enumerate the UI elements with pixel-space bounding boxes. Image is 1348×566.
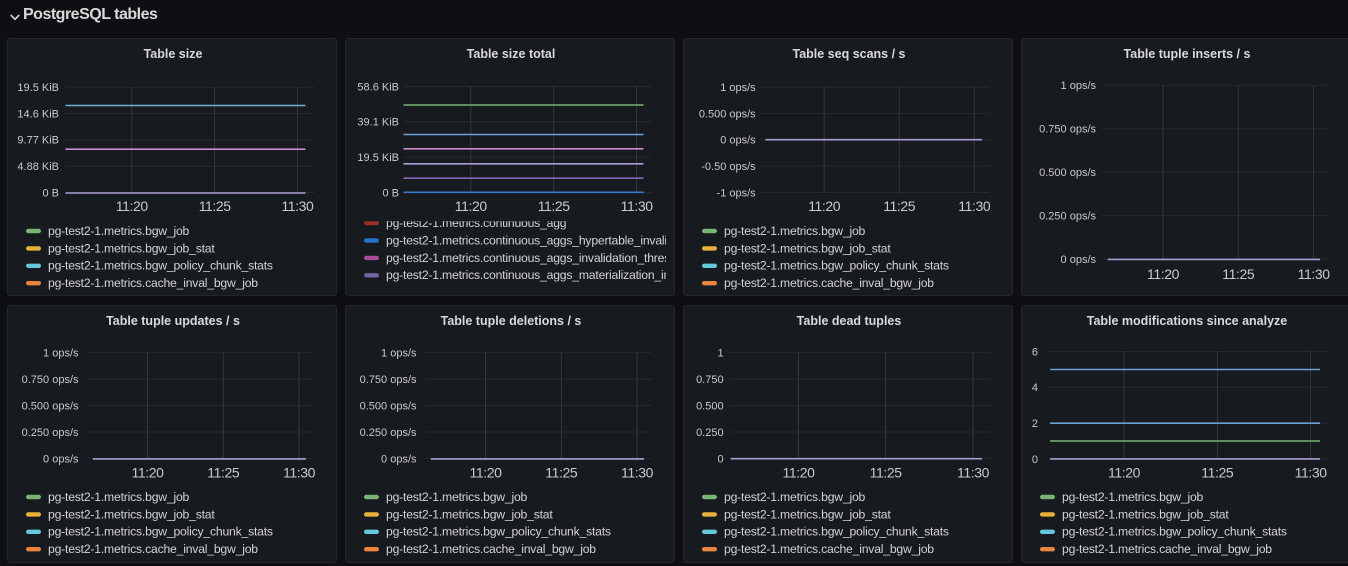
svg-text:0 ops/s: 0 ops/s xyxy=(381,453,417,465)
svg-text:0.750 ops/s: 0.750 ops/s xyxy=(1039,124,1096,136)
svg-text:4: 4 xyxy=(1032,382,1038,394)
svg-text:0.500 ops/s: 0.500 ops/s xyxy=(22,400,79,412)
svg-text:9.77 KiB: 9.77 KiB xyxy=(17,135,59,147)
svg-text:Table modifications since anal: Table modifications since analyze xyxy=(1087,314,1288,328)
svg-text:pg-test2-1.metrics.continuous_: pg-test2-1.metrics.continuous_aggs_hyper… xyxy=(386,233,675,247)
svg-text:-0.50 ops/s: -0.50 ops/s xyxy=(701,161,756,173)
svg-text:0.750: 0.750 xyxy=(696,374,724,386)
svg-text:Table tuple deletions / s: Table tuple deletions / s xyxy=(441,314,582,328)
svg-text:11:30: 11:30 xyxy=(281,198,314,214)
svg-text:Table size: Table size xyxy=(144,47,203,61)
svg-text:11:30: 11:30 xyxy=(1295,465,1328,481)
svg-text:pg-test2-1.metrics.cache_inval: pg-test2-1.metrics.cache_inval_bgw_job xyxy=(1062,542,1272,556)
svg-text:11:25: 11:25 xyxy=(870,465,903,481)
svg-text:Table dead tuples: Table dead tuples xyxy=(797,314,902,328)
svg-text:pg-test2-1.metrics.continuous_: pg-test2-1.metrics.continuous_aggs_inval… xyxy=(386,251,675,265)
svg-text:11:25: 11:25 xyxy=(538,198,571,214)
svg-text:11:25: 11:25 xyxy=(199,198,232,214)
svg-text:Table tuple updates / s: Table tuple updates / s xyxy=(106,314,240,328)
svg-text:0.250 ops/s: 0.250 ops/s xyxy=(22,427,79,439)
svg-text:11:30: 11:30 xyxy=(1298,266,1331,282)
svg-text:11:30: 11:30 xyxy=(958,198,991,214)
svg-text:11:30: 11:30 xyxy=(621,465,654,481)
svg-text:-1 ops/s: -1 ops/s xyxy=(717,187,757,199)
svg-text:11:30: 11:30 xyxy=(283,465,316,481)
svg-text:0 B: 0 B xyxy=(42,187,59,199)
svg-text:0.500 ops/s: 0.500 ops/s xyxy=(1039,167,1096,179)
svg-text:0.250 ops/s: 0.250 ops/s xyxy=(1039,210,1096,222)
svg-text:1 ops/s: 1 ops/s xyxy=(43,348,79,360)
svg-text:0.250: 0.250 xyxy=(696,427,724,439)
svg-text:11:25: 11:25 xyxy=(883,198,916,214)
svg-text:39.1 KiB: 39.1 KiB xyxy=(357,117,399,129)
svg-text:pg-test2-1.metrics.cache_inval: pg-test2-1.metrics.cache_inval_bgw_job xyxy=(386,542,596,556)
svg-text:pg-test2-1.metrics.bgw_job: pg-test2-1.metrics.bgw_job xyxy=(386,490,528,504)
svg-text:11:25: 11:25 xyxy=(207,465,240,481)
svg-text:Table seq scans / s: Table seq scans / s xyxy=(792,47,905,61)
svg-text:11:25: 11:25 xyxy=(545,465,578,481)
svg-text:pg-test2-1.metrics.bgw_job_sta: pg-test2-1.metrics.bgw_job_stat xyxy=(1062,507,1229,521)
svg-text:pg-test2-1.metrics.cache_inval: pg-test2-1.metrics.cache_inval_bgw_job xyxy=(48,276,258,290)
svg-text:11:20: 11:20 xyxy=(783,465,816,481)
svg-text:pg-test2-1.metrics.bgw_policy_: pg-test2-1.metrics.bgw_policy_chunk_stat… xyxy=(48,259,273,273)
svg-text:pg-test2-1.metrics.bgw_job_sta: pg-test2-1.metrics.bgw_job_stat xyxy=(724,241,891,255)
svg-text:pg-test2-1.metrics.cache_inval: pg-test2-1.metrics.cache_inval_bgw_job xyxy=(48,542,258,556)
svg-text:11:25: 11:25 xyxy=(1222,266,1255,282)
svg-text:11:20: 11:20 xyxy=(1147,266,1180,282)
svg-text:1 ops/s: 1 ops/s xyxy=(720,82,756,94)
svg-text:19.5 KiB: 19.5 KiB xyxy=(357,152,399,164)
svg-text:pg-test2-1.metrics.bgw_policy_: pg-test2-1.metrics.bgw_policy_chunk_stat… xyxy=(48,525,273,539)
svg-text:pg-test2-1.metrics.bgw_job: pg-test2-1.metrics.bgw_job xyxy=(48,224,190,238)
svg-text:pg-test2-1.metrics.bgw_policy_: pg-test2-1.metrics.bgw_policy_chunk_stat… xyxy=(386,525,611,539)
svg-text:pg-test2-1.metrics.continuous_: pg-test2-1.metrics.continuous_aggs_mater… xyxy=(386,268,675,282)
svg-text:2: 2 xyxy=(1032,418,1038,430)
svg-text:0.500: 0.500 xyxy=(696,400,724,412)
svg-text:58.6 KiB: 58.6 KiB xyxy=(357,81,399,93)
svg-text:0 ops/s: 0 ops/s xyxy=(720,135,756,147)
svg-text:pg-test2-1.metrics.cache_inval: pg-test2-1.metrics.cache_inval_bgw_job xyxy=(724,542,934,556)
svg-text:1: 1 xyxy=(717,348,723,360)
svg-text:0 B: 0 B xyxy=(382,187,399,199)
svg-text:pg-test2-1.metrics.bgw_job_sta: pg-test2-1.metrics.bgw_job_stat xyxy=(48,507,215,521)
svg-text:11:30: 11:30 xyxy=(621,198,654,214)
svg-text:11:20: 11:20 xyxy=(132,465,165,481)
svg-text:pg-test2-1.metrics.bgw_job_sta: pg-test2-1.metrics.bgw_job_stat xyxy=(724,507,891,521)
svg-text:pg-test2-1.metrics.bgw_job: pg-test2-1.metrics.bgw_job xyxy=(48,490,190,504)
svg-text:pg-test2-1.metrics.bgw_policy_: pg-test2-1.metrics.bgw_policy_chunk_stat… xyxy=(1062,525,1287,539)
svg-text:11:25: 11:25 xyxy=(1201,465,1234,481)
svg-text:19.5 KiB: 19.5 KiB xyxy=(17,82,59,94)
svg-text:pg-test2-1.metrics.bgw_policy_: pg-test2-1.metrics.bgw_policy_chunk_stat… xyxy=(724,525,949,539)
svg-text:pg-test2-1.metrics.bgw_job_sta: pg-test2-1.metrics.bgw_job_stat xyxy=(386,507,553,521)
svg-text:11:20: 11:20 xyxy=(1108,465,1141,481)
svg-text:0: 0 xyxy=(1032,454,1038,466)
svg-text:0.250 ops/s: 0.250 ops/s xyxy=(360,427,417,439)
svg-text:11:20: 11:20 xyxy=(116,198,149,214)
svg-text:pg-test2-1.metrics.cache_inval: pg-test2-1.metrics.cache_inval_bgw_job xyxy=(724,276,934,290)
svg-text:Table size total: Table size total xyxy=(467,47,556,61)
svg-text:11:30: 11:30 xyxy=(957,465,990,481)
svg-text:pg-test2-1.metrics.bgw_job_sta: pg-test2-1.metrics.bgw_job_stat xyxy=(48,241,215,255)
svg-text:0: 0 xyxy=(717,453,723,465)
svg-text:pg-test2-1.metrics.bgw_policy_: pg-test2-1.metrics.bgw_policy_chunk_stat… xyxy=(724,259,949,273)
svg-text:0.750 ops/s: 0.750 ops/s xyxy=(360,374,417,386)
svg-text:0.500 ops/s: 0.500 ops/s xyxy=(699,108,756,120)
svg-text:0 ops/s: 0 ops/s xyxy=(1061,254,1097,266)
svg-text:pg-test2-1.metrics.bgw_job: pg-test2-1.metrics.bgw_job xyxy=(1062,490,1204,504)
svg-text:pg-test2-1.metrics.bgw_job: pg-test2-1.metrics.bgw_job xyxy=(724,224,866,238)
svg-text:0 ops/s: 0 ops/s xyxy=(43,453,79,465)
svg-text:1 ops/s: 1 ops/s xyxy=(381,348,417,360)
svg-text:pg-test2-1.metrics.continuous_: pg-test2-1.metrics.continuous_agg xyxy=(386,216,566,230)
svg-text:0.750 ops/s: 0.750 ops/s xyxy=(22,374,79,386)
svg-text:pg-test2-1.metrics.bgw_job: pg-test2-1.metrics.bgw_job xyxy=(724,490,866,504)
svg-text:14.6 KiB: 14.6 KiB xyxy=(17,108,59,120)
svg-text:11:20: 11:20 xyxy=(455,198,488,214)
svg-text:0.500 ops/s: 0.500 ops/s xyxy=(360,400,417,412)
svg-text:4.88 KiB: 4.88 KiB xyxy=(17,161,59,173)
svg-text:1 ops/s: 1 ops/s xyxy=(1061,80,1097,92)
svg-text:Table tuple inserts / s: Table tuple inserts / s xyxy=(1124,47,1251,61)
svg-text:11:20: 11:20 xyxy=(808,198,841,214)
svg-text:11:20: 11:20 xyxy=(470,465,503,481)
svg-text:6: 6 xyxy=(1032,346,1038,358)
